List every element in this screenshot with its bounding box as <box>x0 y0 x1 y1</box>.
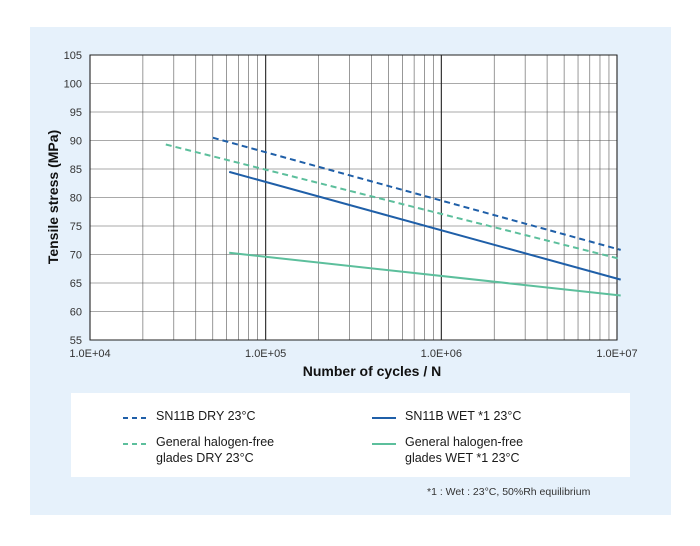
y-tick-label: 55 <box>70 335 82 347</box>
y-tick-label: 100 <box>64 79 82 91</box>
x-tick-label: 1.0E+06 <box>421 348 462 360</box>
y-tick-label: 105 <box>64 50 82 62</box>
y-tick-label: 60 <box>70 307 82 319</box>
y-tick-label: 75 <box>70 221 82 233</box>
plot-frame <box>89 54 618 341</box>
x-tick-label: 1.0E+04 <box>69 348 110 360</box>
legend-label: SN11B WET *1 23°C <box>405 409 522 423</box>
series-line-2 <box>228 170 621 281</box>
legend-swatch-dashed-dark <box>123 417 147 419</box>
x-axis-title: Number of cycles / N <box>303 363 442 379</box>
y-tick-label: 90 <box>70 136 82 148</box>
y-tick-label: 85 <box>70 164 82 176</box>
legend-label: SN11B DRY 23°C <box>156 409 256 423</box>
x-tick-label: 1.0E+05 <box>245 348 286 360</box>
legend-label: General halogen-free glades DRY 23°C <box>156 435 275 465</box>
legend-item-sn11b-wet: SN11B WET *1 23°C <box>372 408 521 424</box>
legend-item-general-dry: General halogen-free glades DRY 23°C <box>123 434 274 466</box>
legend-swatch-solid-dark <box>372 417 396 419</box>
series-line-4 <box>229 251 621 297</box>
y-axis-title: Tensile stress (MPa) <box>45 130 61 264</box>
series-lines <box>165 136 621 297</box>
footnote: *1 : Wet : 23°C, 50%Rh equilibrium <box>427 486 591 498</box>
legend: SN11B DRY 23°C SN11B WET *1 23°C General… <box>71 393 630 477</box>
series-line-1 <box>212 136 621 251</box>
legend-label: General halogen-free glades WET *1 23°C <box>405 435 524 465</box>
legend-swatch-dashed-green <box>123 443 147 445</box>
tick-labels: 55 60 65 70 75 80 85 90 95 100 105 1.0E+04 1.0E+05 1.… <box>64 50 638 360</box>
y-tick-label: 80 <box>70 193 82 205</box>
legend-swatch-solid-green <box>372 443 396 445</box>
y-tick-label: 95 <box>70 107 82 119</box>
y-tick-label: 70 <box>70 250 82 262</box>
legend-item-sn11b-dry: SN11B DRY 23°C <box>123 408 256 424</box>
legend-item-general-wet: General halogen-free glades WET *1 23°C <box>372 434 523 466</box>
x-tick-label: 1.0E+07 <box>596 348 637 360</box>
series-line-3 <box>165 143 621 261</box>
y-tick-label: 65 <box>70 278 82 290</box>
